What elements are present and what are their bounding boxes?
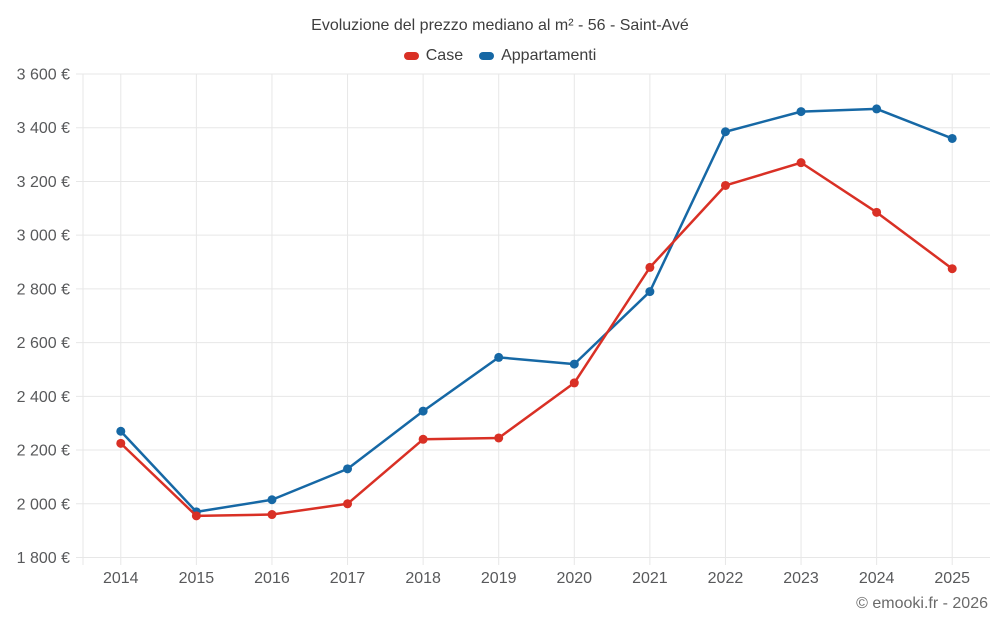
data-point-appartamenti — [796, 107, 806, 117]
data-point-appartamenti — [872, 104, 882, 114]
legend-label-case: Case — [425, 47, 464, 64]
y-axis-tick-label: 2 000 € — [17, 496, 70, 513]
data-point-appartamenti — [267, 495, 277, 505]
data-point-case — [645, 262, 655, 272]
legend-label-appartamenti: Appartamenti — [501, 47, 597, 64]
data-point-appartamenti — [645, 287, 655, 297]
x-axis-tick-label: 2024 — [859, 570, 895, 587]
y-axis-tick-label: 2 400 € — [17, 389, 70, 406]
data-point-case — [720, 180, 730, 190]
x-axis-tick-label: 2021 — [632, 570, 668, 587]
y-axis-tick-label: 3 600 € — [17, 67, 70, 84]
legend: Case Appartamenti — [0, 47, 1000, 65]
data-point-case — [418, 434, 428, 444]
y-axis-tick-label: 2 200 € — [17, 443, 70, 460]
x-axis-tick-label: 2017 — [330, 570, 366, 587]
data-point-appartamenti — [720, 127, 730, 137]
y-axis-tick-label: 2 800 € — [17, 281, 70, 298]
x-axis-tick-label: 2015 — [179, 570, 215, 587]
data-point-case — [872, 207, 882, 217]
series-line-case — [119, 161, 954, 518]
data-point-case — [343, 499, 353, 509]
data-point-appartamenti — [494, 352, 504, 362]
y-axis-tick-label: 1 800 € — [17, 550, 70, 567]
data-point-case — [191, 511, 201, 521]
x-axis-tick-label: 2023 — [783, 570, 819, 587]
series-line-appartamenti — [119, 107, 954, 514]
y-axis-tick-label: 3 000 € — [17, 228, 70, 245]
case-series-swatch-icon — [403, 52, 419, 60]
data-point-case — [494, 433, 504, 443]
data-point-appartamenti — [116, 426, 126, 436]
y-axis-tick-label: 3 400 € — [17, 120, 70, 137]
data-point-appartamenti — [569, 359, 579, 369]
x-axis-tick-label: 2014 — [103, 570, 139, 587]
data-point-appartamenti — [343, 464, 353, 474]
y-axis-tick-label: 2 600 € — [17, 335, 70, 352]
x-axis-tick-label: 2025 — [934, 570, 970, 587]
y-axis-tick-label: 3 200 € — [17, 174, 70, 191]
data-point-case — [796, 158, 806, 168]
legend-item-appartamenti[interactable]: Appartamenti — [479, 47, 596, 65]
legend-item-case[interactable]: Case — [403, 47, 464, 65]
data-point-case — [569, 378, 579, 388]
copyright-notice: © emooki.fr - 2026 — [856, 595, 988, 612]
x-axis-tick-label: 2022 — [708, 570, 744, 587]
data-point-case — [116, 438, 126, 448]
x-axis-tick-label: 2016 — [254, 570, 290, 587]
data-point-appartamenti — [418, 406, 428, 416]
data-point-case — [947, 264, 957, 274]
appartamenti-series-swatch-icon — [479, 52, 495, 60]
chart-title: Evoluzione del prezzo mediano al m² - 56… — [311, 17, 689, 34]
x-axis-tick-label: 2018 — [405, 570, 441, 587]
data-point-appartamenti — [947, 133, 957, 143]
x-axis-tick-label: 2020 — [556, 570, 592, 587]
x-axis-tick-label: 2019 — [481, 570, 517, 587]
data-point-case — [267, 510, 277, 520]
